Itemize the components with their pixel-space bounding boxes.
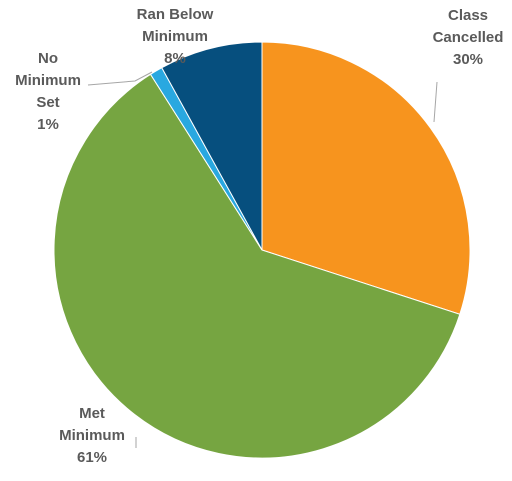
- category-label: No: [38, 50, 58, 67]
- leader-line: [87, 71, 153, 86]
- category-label: Class: [448, 7, 488, 24]
- category-label: Cancelled: [433, 29, 504, 46]
- data-label-met-minimum: Met Minimum 61%: [59, 405, 125, 466]
- category-label: Minimum: [59, 427, 125, 444]
- data-labels: Class Cancelled 30% Met Minimum 61% No Minimum S…: [15, 6, 503, 466]
- pie-slice-met-minimum: [53, 73, 461, 459]
- data-label-class-cancelled: Class Cancelled 30%: [433, 7, 504, 68]
- category-label: Minimum: [15, 72, 81, 89]
- percent-label: 1%: [37, 116, 59, 133]
- category-label: Set: [36, 94, 59, 111]
- category-label: Minimum: [142, 28, 208, 45]
- percent-label: 30%: [453, 51, 483, 68]
- pie-slice-class-cancelled: [261, 41, 471, 315]
- percent-label: 61%: [77, 449, 107, 466]
- data-label-ran-below-minimum: Ran Below Minimum 8%: [137, 6, 214, 67]
- percent-label: 8%: [164, 50, 186, 67]
- data-label-no-minimum-set: No Minimum Set 1%: [15, 50, 81, 133]
- leader-lines: [87, 71, 438, 448]
- category-label: Met: [79, 405, 105, 422]
- pie-slices: [53, 41, 471, 459]
- leader-line: [433, 81, 438, 123]
- category-label: Ran Below: [137, 6, 214, 23]
- pie-slice-ran-below-minimum: [161, 41, 263, 251]
